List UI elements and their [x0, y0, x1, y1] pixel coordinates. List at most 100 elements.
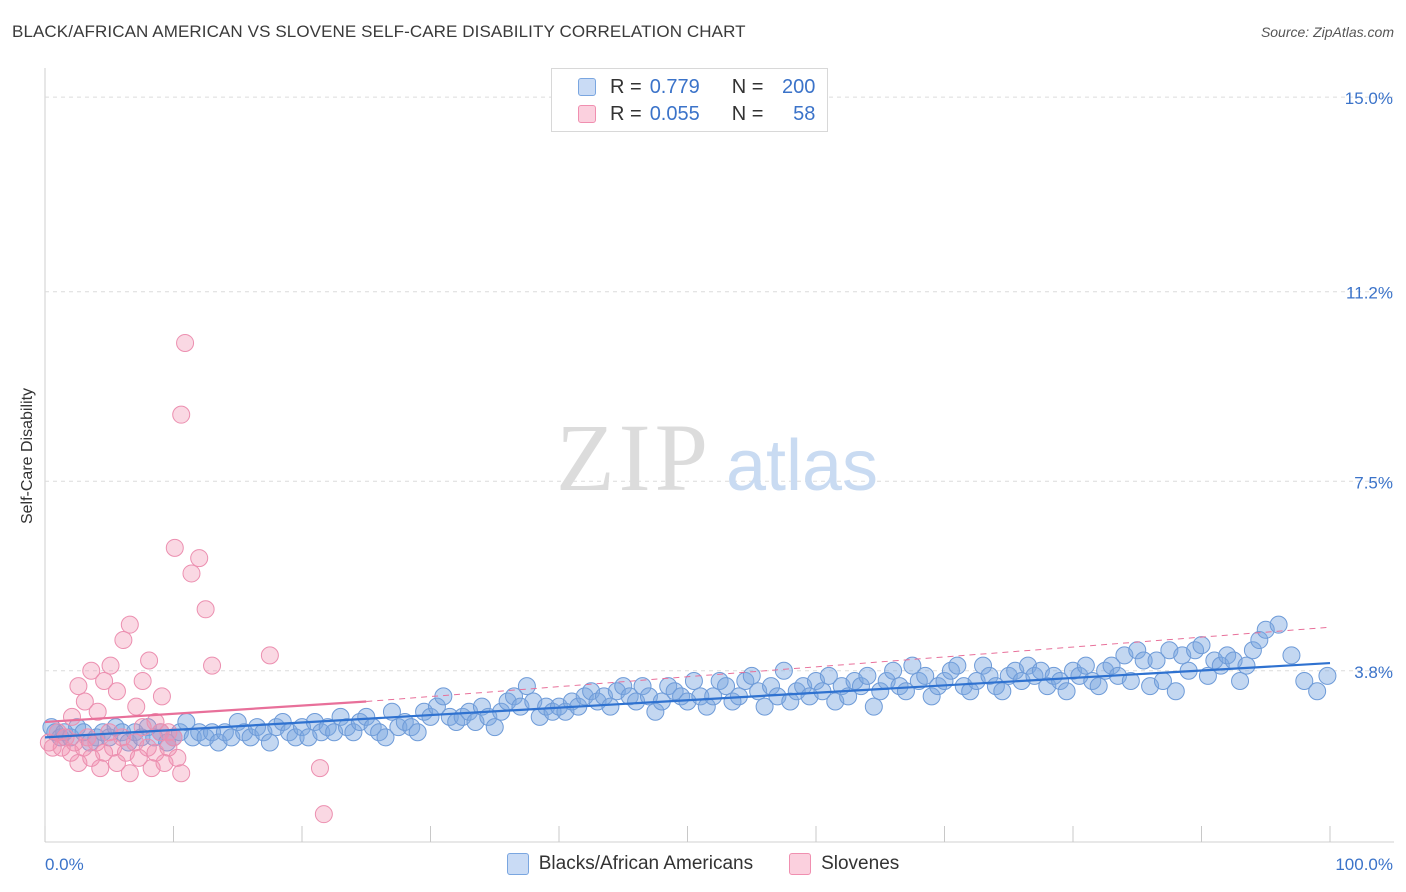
data-point-blacks	[948, 656, 967, 675]
data-point-slovenes	[159, 738, 178, 757]
data-point-slovenes	[159, 723, 178, 742]
data-point-slovenes	[88, 702, 107, 721]
data-point-blacks	[1237, 656, 1256, 675]
series-swatch-slovenes	[789, 853, 812, 875]
data-point-slovenes	[196, 600, 215, 619]
x-tick-label: 0.0%	[45, 855, 84, 874]
data-point-slovenes	[107, 682, 126, 701]
data-point-blacks	[260, 733, 279, 752]
series-swatch-blacks	[506, 853, 529, 875]
data-point-blacks	[819, 666, 838, 685]
y-tick-label: 7.5%	[1354, 473, 1393, 492]
data-point-blacks	[1231, 672, 1250, 691]
data-point-slovenes	[95, 743, 114, 762]
x-tick-label: 100.0%	[1335, 855, 1393, 874]
data-point-blacks	[922, 687, 941, 706]
legend-n-value: 200	[782, 75, 816, 98]
data-point-blacks	[961, 682, 980, 701]
data-point-slovenes	[190, 549, 209, 568]
source-credit: Source: ZipAtlas.com	[1260, 24, 1394, 40]
data-point-blacks	[993, 682, 1012, 701]
y-tick-label: 3.8%	[1354, 663, 1393, 682]
data-point-slovenes	[95, 672, 114, 691]
data-point-blacks	[273, 712, 292, 731]
legend-r-value: 0.055	[649, 102, 700, 125]
legend-r-value: 0.779	[649, 75, 700, 98]
data-point-blacks	[864, 697, 883, 716]
data-point-slovenes	[120, 764, 139, 783]
trend-line-blacks	[44, 661, 1331, 739]
legend-n-label: N =	[731, 102, 764, 125]
y-axis-tick-labels: 3.8% 7.5% 11.2% 15.0%	[1345, 89, 1393, 682]
data-point-blacks	[646, 702, 665, 721]
data-point-slovenes	[203, 656, 222, 675]
data-point-blacks	[774, 661, 793, 680]
data-point-blacks	[376, 728, 395, 747]
data-point-slovenes	[127, 697, 146, 716]
data-point-slovenes	[82, 661, 101, 680]
series-blacks-points	[42, 615, 1337, 752]
data-point-slovenes	[78, 728, 97, 747]
data-point-blacks	[1192, 636, 1211, 655]
data-point-slovenes	[62, 707, 81, 726]
series-legend-blacks[interactable]: Blacks/African Americans	[506, 853, 753, 875]
data-point-blacks	[884, 661, 903, 680]
watermark: ZIP atlas	[556, 404, 878, 511]
data-point-slovenes	[69, 677, 88, 696]
data-point-blacks	[1308, 682, 1327, 701]
data-point-blacks	[717, 677, 736, 696]
data-point-blacks	[974, 656, 993, 675]
data-point-blacks	[421, 707, 440, 726]
data-point-blacks	[601, 697, 620, 716]
data-point-blacks	[1295, 672, 1314, 691]
data-point-blacks	[485, 718, 504, 737]
data-point-slovenes	[91, 759, 110, 778]
y-tick-label: 15.0%	[1345, 89, 1393, 108]
data-point-slovenes	[107, 753, 126, 772]
data-point-blacks	[505, 687, 524, 706]
series-legend-label: Slovenes	[821, 853, 900, 874]
data-point-blacks	[1089, 677, 1108, 696]
data-point-blacks	[517, 677, 536, 696]
legend-r-label: R =	[610, 75, 642, 98]
y-tick-label: 11.2%	[1346, 284, 1393, 303]
data-point-slovenes	[101, 656, 120, 675]
legend-swatch-slovenes	[578, 105, 596, 123]
series-legend: Blacks/African Americans Slovenes	[0, 852, 1406, 876]
data-point-slovenes	[168, 748, 187, 767]
data-point-blacks	[1057, 682, 1076, 701]
data-point-blacks	[408, 723, 427, 742]
data-point-blacks	[1198, 666, 1217, 685]
trend-line-slovenes	[366, 626, 1331, 702]
data-point-blacks	[1102, 656, 1121, 675]
trend-line-slovenes	[44, 700, 367, 724]
data-point-blacks	[781, 692, 800, 711]
data-point-blacks	[755, 697, 774, 716]
data-point-blacks	[704, 687, 723, 706]
data-point-blacks	[871, 682, 890, 701]
data-point-blacks	[344, 723, 363, 742]
chart-title: BLACK/AFRICAN AMERICAN VS SLOVENE SELF-C…	[12, 22, 746, 41]
data-point-blacks	[1121, 672, 1140, 691]
data-point-slovenes	[314, 805, 333, 824]
data-point-blacks	[1243, 641, 1262, 660]
data-point-slovenes	[176, 333, 195, 352]
legend-n-value: 58	[793, 102, 816, 125]
data-point-slovenes	[310, 759, 329, 778]
data-point-blacks	[1076, 656, 1095, 675]
data-point-slovenes	[114, 631, 133, 650]
legend-swatch-blacks	[578, 78, 596, 96]
data-point-blacks	[1147, 651, 1166, 670]
x-axis-tick-labels: 0.0% 100.0%	[45, 855, 1393, 874]
data-point-slovenes	[172, 764, 191, 783]
watermark-atlas: atlas	[726, 426, 878, 506]
series-legend-slovenes[interactable]: Slovenes	[789, 853, 899, 875]
legend-row-blacks: R = 0.779 N = 200	[578, 75, 815, 99]
data-point-blacks	[1318, 666, 1337, 685]
data-point-blacks	[1250, 631, 1269, 650]
data-point-slovenes	[152, 687, 171, 706]
data-point-slovenes	[172, 405, 191, 424]
data-point-slovenes	[75, 692, 94, 711]
data-point-slovenes	[165, 538, 184, 557]
